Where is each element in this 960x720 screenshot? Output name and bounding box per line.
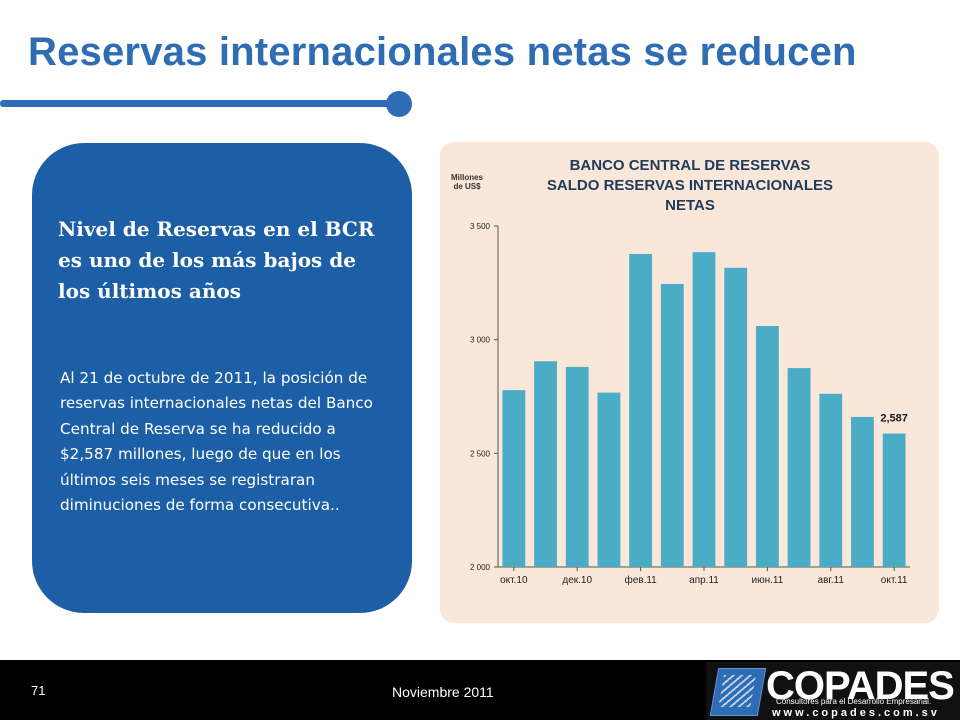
bar [755, 326, 779, 567]
y-tick-label: 3 500 [470, 222, 491, 231]
logo-wordmark: COPADES [766, 664, 955, 708]
title-underline-dot [386, 91, 412, 117]
bar [724, 267, 748, 567]
slide-title: Reservas internacionales netas se reduce… [28, 30, 857, 74]
bar [597, 392, 621, 567]
x-tick-label: апр.11 [689, 575, 719, 586]
bar [629, 253, 653, 567]
x-tick-label: авг.11 [818, 575, 845, 586]
bar [502, 390, 526, 567]
logo-url: www.copades.com.sv [772, 707, 940, 719]
chart-title-line-2: SALDO RESERVAS INTERNACIONALES [547, 177, 833, 194]
y-tick-label: 3 000 [470, 336, 491, 345]
bar [882, 433, 906, 567]
bar [692, 252, 716, 567]
footer-date: Noviembre 2011 [392, 684, 494, 700]
x-tick-label: фев.11 [624, 574, 657, 586]
bar [787, 368, 811, 567]
y-axis-label-line-2: de US$ [453, 182, 481, 191]
page-number: 71 [31, 683, 46, 698]
x-tick-label: июн.11 [751, 575, 783, 586]
title-underline [0, 100, 392, 107]
bar [660, 283, 684, 567]
reserves-bar-chart: BANCO CENTRAL DE RESERVAS SALDO RESERVAS… [451, 157, 910, 586]
data-label: 2,587 [880, 413, 908, 425]
logo-tagline: Consultores para el Desarrollo Empresari… [776, 697, 932, 706]
copades-logo-icon [709, 668, 767, 716]
x-tick-label: окт.11 [881, 575, 908, 586]
summary-panel [32, 143, 412, 613]
plot-area: 2 000 2 500 3 000 3 500 окт.10 дек.10 фев.11 ап… [470, 222, 910, 586]
y-tick-label: 2 000 [470, 563, 491, 572]
y-axis-label-line-1: Millones [451, 173, 484, 182]
summary-heading: Nivel de Reservas en el BCR es uno de lo… [58, 217, 375, 303]
bar [851, 416, 874, 567]
bar [565, 366, 589, 567]
x-tick-label: дек.10 [562, 575, 592, 586]
bar [819, 393, 843, 567]
chart-title-line-1: BANCO CENTRAL DE RESERVAS [570, 157, 811, 174]
chart-title-line-3: NETAS [665, 197, 715, 214]
summary-body: Al 21 de octubre de 2011, la posición de… [60, 369, 373, 515]
y-tick-label: 2 500 [470, 449, 491, 458]
x-tick-label: окт.10 [500, 575, 528, 586]
bar [534, 361, 557, 567]
